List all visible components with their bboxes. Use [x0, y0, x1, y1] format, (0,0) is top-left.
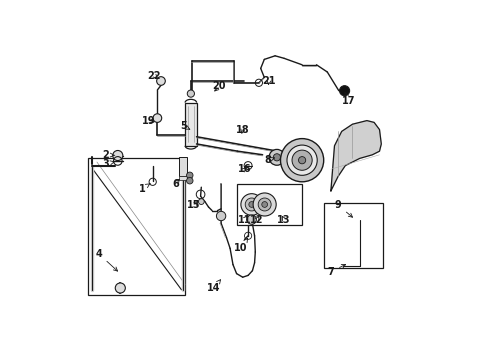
Circle shape [241, 194, 262, 215]
Text: 2: 2 [102, 150, 115, 160]
Circle shape [216, 211, 225, 221]
Text: 9: 9 [334, 200, 352, 217]
Circle shape [246, 215, 256, 224]
Polygon shape [330, 121, 381, 191]
Circle shape [248, 202, 254, 207]
Text: 8: 8 [264, 155, 274, 165]
Circle shape [186, 177, 193, 184]
Circle shape [244, 198, 258, 211]
Bar [88, 158, 185, 295]
Text: 14: 14 [207, 280, 220, 293]
Text: 16: 16 [237, 164, 251, 174]
Text: 20: 20 [212, 81, 225, 91]
Circle shape [286, 145, 317, 175]
Bar [323, 203, 382, 268]
Text: 21: 21 [262, 76, 275, 86]
Circle shape [339, 86, 349, 96]
Bar [185, 103, 196, 146]
Bar [179, 176, 186, 180]
Circle shape [113, 150, 122, 161]
Text: 7: 7 [327, 265, 345, 277]
Circle shape [268, 149, 284, 165]
Bar [179, 157, 186, 176]
Circle shape [186, 172, 193, 179]
Circle shape [261, 202, 267, 207]
Circle shape [273, 154, 280, 161]
Text: 1: 1 [138, 183, 150, 194]
Circle shape [115, 283, 125, 293]
Circle shape [258, 198, 270, 211]
Circle shape [187, 90, 194, 97]
Circle shape [280, 139, 323, 182]
Text: 19: 19 [142, 116, 156, 126]
Circle shape [198, 199, 204, 204]
Text: 3: 3 [102, 159, 115, 169]
Text: 15: 15 [187, 200, 201, 210]
Circle shape [253, 193, 276, 216]
Text: 4: 4 [95, 249, 117, 271]
Text: 22: 22 [147, 71, 161, 81]
Circle shape [153, 114, 162, 122]
Text: 17: 17 [342, 93, 355, 106]
Circle shape [291, 150, 311, 170]
Bar [237, 184, 302, 225]
Text: 5: 5 [180, 121, 189, 131]
Circle shape [298, 157, 305, 164]
Text: 12: 12 [250, 215, 264, 225]
Text: 6: 6 [172, 179, 179, 189]
Text: 13: 13 [277, 215, 290, 225]
Text: 10: 10 [234, 238, 247, 253]
Text: 18: 18 [235, 125, 249, 135]
Circle shape [156, 77, 165, 85]
Text: 11: 11 [237, 215, 251, 225]
